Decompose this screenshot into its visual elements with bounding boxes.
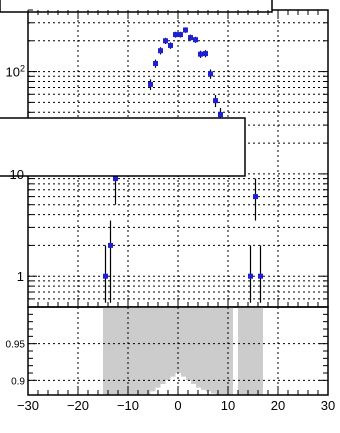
- ratio-bin: [180, 376, 186, 395]
- data-point: [148, 81, 153, 87]
- ratio-panel-ticks: [27, 306, 329, 395]
- x-tick-label: −30: [17, 398, 39, 413]
- x-tick-label: −10: [117, 398, 139, 413]
- data-point: [248, 273, 253, 279]
- data-point: [253, 194, 258, 200]
- ratio-bin: [160, 384, 166, 395]
- ratio-bin: [150, 391, 156, 395]
- data-point: [258, 273, 263, 279]
- data-point: [103, 273, 108, 279]
- legend-boxes: [0, 117, 246, 177]
- x-tick-label: −20: [67, 398, 89, 413]
- data-point: [168, 42, 173, 48]
- data-point: [163, 38, 168, 44]
- ratio-panel-bands: [103, 307, 263, 395]
- ratio-bin: [170, 376, 176, 395]
- data-point: [178, 32, 183, 38]
- data-point: [198, 51, 203, 57]
- data-point: [183, 27, 188, 33]
- data-point: [203, 51, 208, 57]
- ratio-bin: [190, 384, 196, 395]
- data-point: [113, 176, 118, 182]
- ratio-panel-grid: [28, 307, 328, 395]
- main-y-tick-label: 1: [17, 269, 24, 284]
- ratio-band: [238, 307, 248, 395]
- legend-box: [0, 117, 246, 177]
- x-tick-label: 30: [321, 398, 335, 413]
- x-tick-label: 20: [271, 398, 285, 413]
- axis-labels: 1 10 102 0.95 0.9 −30 −20 −10 0 10 20 30: [6, 64, 336, 413]
- ratio-y-tick-label: 0.95: [6, 340, 26, 351]
- ratio-y-tick-label: 0.9: [11, 376, 25, 387]
- main-y-tick-label: 10: [10, 167, 24, 182]
- title-box: [0, 0, 273, 13]
- data-point: [213, 98, 218, 104]
- ratio-band: [248, 307, 263, 395]
- x-tick-label: 0: [174, 398, 181, 413]
- ratio-bin: [200, 389, 206, 395]
- data-point: [188, 35, 193, 41]
- main-panel-data: [103, 27, 263, 303]
- data-point: [153, 60, 158, 66]
- data-point: [193, 37, 198, 43]
- x-tick-label: 10: [221, 398, 235, 413]
- data-point: [108, 242, 113, 248]
- data-point: [218, 112, 223, 118]
- ratio-bin: [165, 380, 171, 395]
- data-point: [208, 71, 213, 77]
- data-point: [173, 32, 178, 38]
- ratio-bin: [185, 380, 191, 395]
- main-y-tick-label: 102: [6, 64, 25, 80]
- data-point: [158, 48, 163, 54]
